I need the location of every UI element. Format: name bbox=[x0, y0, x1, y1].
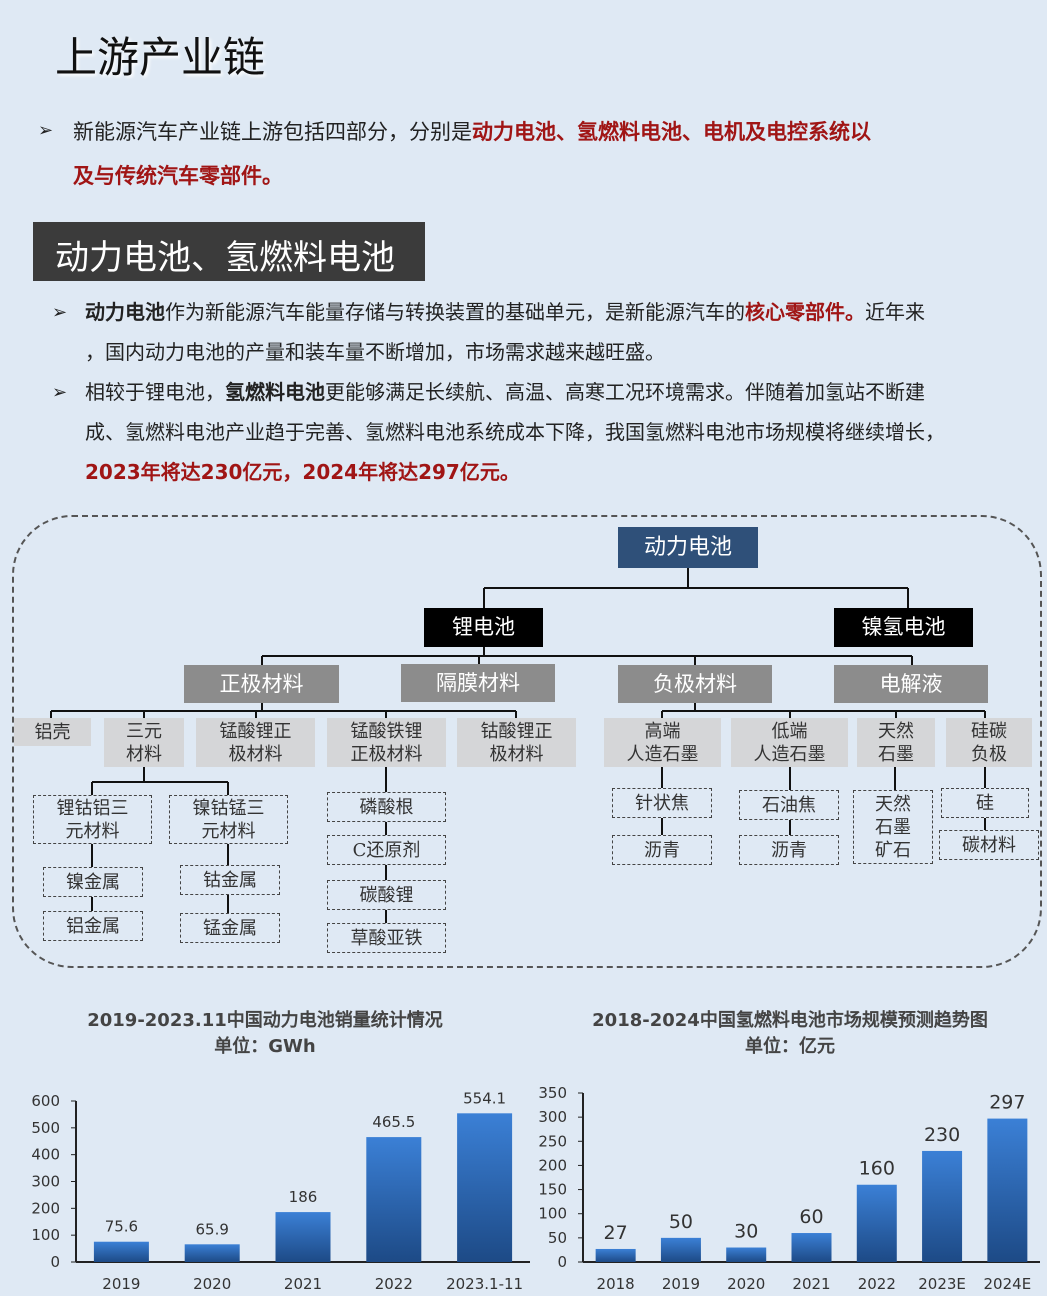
data-label: 186 bbox=[289, 1188, 318, 1206]
diagram-node-l1: 镍氢电池 bbox=[834, 608, 973, 647]
diagram-node-l2: 负极材料 bbox=[618, 665, 772, 703]
diagram-node-l3: 钴酸锂正 极材料 bbox=[457, 718, 576, 767]
y-tick-label: 350 bbox=[538, 1084, 567, 1102]
diagram-node-l4: 沥青 bbox=[612, 835, 712, 865]
y-tick-label: 100 bbox=[538, 1205, 567, 1223]
x-tick-label: 2022 bbox=[375, 1275, 413, 1293]
y-tick-label: 400 bbox=[31, 1146, 60, 1164]
bar bbox=[93, 1241, 149, 1262]
bar bbox=[275, 1212, 331, 1262]
diagram-node-l3: 三元 材料 bbox=[104, 718, 184, 767]
bar bbox=[457, 1113, 513, 1262]
diagram-node-l2: 电解液 bbox=[834, 665, 988, 703]
diagram-node-l4: 碳材料 bbox=[939, 830, 1039, 860]
diagram-node-l4: 碳酸锂 bbox=[327, 880, 446, 910]
bullet-power-battery: 动力电池作为新能源汽车能量存储与转换装置的基础单元，是新能源汽车的核心零部件。近… bbox=[85, 300, 925, 364]
x-tick-label: 2018 bbox=[597, 1275, 635, 1293]
bullet-arrow-icon: ➢ bbox=[52, 382, 68, 403]
x-tick-label: 2020 bbox=[727, 1275, 765, 1293]
data-label: 465.5 bbox=[372, 1113, 415, 1131]
bar bbox=[595, 1248, 636, 1262]
y-tick-label: 0 bbox=[557, 1253, 567, 1271]
intro-text: 新能源汽车产业链上游包括四部分，分别是动力电池、氢燃料电池、电机及电控系统以 及… bbox=[73, 119, 871, 188]
y-tick-label: 600 bbox=[31, 1092, 60, 1110]
x-tick-label: 2020 bbox=[193, 1275, 231, 1293]
diagram-node-l3: 硅碳 负极 bbox=[946, 718, 1032, 767]
data-label: 30 bbox=[734, 1221, 758, 1243]
data-label: 60 bbox=[799, 1206, 823, 1228]
data-label: 160 bbox=[859, 1158, 895, 1180]
diagram-frame bbox=[12, 515, 1042, 968]
bullet-fuel-cell: 相较于锂电池，氢燃料电池更能够满足长续航、高温、高寒工况环境需求。伴随着加氢站不… bbox=[85, 380, 945, 484]
diagram-node-root: 动力电池 bbox=[618, 527, 758, 568]
diagram-node-l4: 钴金属 bbox=[180, 865, 280, 895]
data-label: 554.1 bbox=[463, 1089, 506, 1107]
y-tick-label: 300 bbox=[31, 1173, 60, 1191]
y-tick-label: 500 bbox=[31, 1119, 60, 1137]
y-tick-label: 50 bbox=[548, 1229, 567, 1247]
chart2-title: 2018-2024中国氢燃料电池市场规模预测趋势图 单位：亿元 bbox=[592, 1010, 988, 1057]
y-tick-label: 200 bbox=[31, 1199, 60, 1217]
diagram-node-l4: 镍金属 bbox=[43, 867, 143, 897]
diagram-node-l3: 高端 人造石墨 bbox=[604, 718, 721, 767]
y-tick-label: 100 bbox=[31, 1226, 60, 1244]
bar bbox=[987, 1118, 1028, 1262]
diagram-connectors bbox=[50, 568, 986, 923]
y-tick-label: 200 bbox=[538, 1156, 567, 1174]
data-label: 50 bbox=[669, 1211, 693, 1233]
diagram-node-l3: 锰酸锂正 极材料 bbox=[196, 718, 315, 767]
x-tick-label: 2024E bbox=[984, 1275, 1032, 1293]
diagram-node-l4: 天然 石墨 矿石 bbox=[853, 790, 933, 864]
y-tick-label: 250 bbox=[538, 1132, 567, 1150]
diagram-node-l4: 针状焦 bbox=[612, 788, 712, 818]
diagram-node-l4: 草酸亚铁 bbox=[327, 923, 446, 953]
diagram-node-l2: 隔膜材料 bbox=[401, 664, 555, 702]
x-tick-label: 2023.1-11 bbox=[446, 1275, 523, 1293]
bar-charts: 010020030040050060075.6201965.9202018620… bbox=[31, 1084, 1040, 1293]
bar bbox=[660, 1237, 701, 1262]
x-tick-label: 2021 bbox=[284, 1275, 322, 1293]
diagram-node-l3: 铝壳 bbox=[14, 718, 91, 746]
bar bbox=[184, 1244, 240, 1262]
bullet-arrow-icon: ➢ bbox=[38, 120, 54, 141]
bar bbox=[856, 1184, 897, 1262]
diagram-node-l4: 锂钴铝三 元材料 bbox=[33, 795, 152, 844]
diagram-node-l4: C还原剂 bbox=[327, 835, 446, 865]
diagram-node-l4: 磷酸根 bbox=[327, 792, 446, 822]
bar bbox=[922, 1150, 963, 1262]
diagram-node-l4: 石油焦 bbox=[739, 790, 839, 820]
diagram-node-l3: 锰酸铁锂 正极材料 bbox=[327, 718, 446, 767]
diagram-node-l2: 正极材料 bbox=[184, 665, 339, 703]
x-tick-label: 2023E bbox=[918, 1275, 966, 1293]
diagram-node-l4: 硅 bbox=[941, 788, 1029, 818]
data-label: 297 bbox=[989, 1092, 1025, 1114]
data-label: 75.6 bbox=[105, 1218, 138, 1236]
x-tick-label: 2021 bbox=[792, 1275, 830, 1293]
data-label: 27 bbox=[604, 1222, 628, 1244]
bar bbox=[366, 1137, 422, 1262]
diagram-node-l1: 锂电池 bbox=[424, 608, 543, 647]
x-tick-label: 2019 bbox=[102, 1275, 140, 1293]
diagram-node-l4: 镍钴锰三 元材料 bbox=[169, 795, 288, 844]
diagram-node-l4: 沥青 bbox=[739, 835, 839, 865]
data-label: 65.9 bbox=[195, 1220, 228, 1238]
bar bbox=[726, 1247, 767, 1262]
section-title: 动力电池、氢燃料电池 bbox=[33, 222, 425, 281]
diagram-node-l4: 铝金属 bbox=[43, 911, 143, 941]
bar bbox=[791, 1233, 832, 1262]
y-tick-label: 0 bbox=[50, 1253, 60, 1271]
diagram-node-l3: 低端 人造石墨 bbox=[731, 718, 848, 767]
data-label: 230 bbox=[924, 1124, 960, 1146]
diagram-node-l4: 锰金属 bbox=[180, 913, 280, 943]
y-tick-label: 300 bbox=[538, 1108, 567, 1126]
bullet-arrow-icon: ➢ bbox=[52, 302, 68, 323]
x-tick-label: 2019 bbox=[662, 1275, 700, 1293]
chart1-title: 2019-2023.11中国动力电池销量统计情况 单位：GWh bbox=[87, 1010, 443, 1057]
y-tick-label: 150 bbox=[538, 1181, 567, 1199]
diagram-node-l3: 天然 石墨 bbox=[857, 718, 935, 767]
x-tick-label: 2022 bbox=[858, 1275, 896, 1293]
page-title: 上游产业链 bbox=[55, 33, 266, 82]
